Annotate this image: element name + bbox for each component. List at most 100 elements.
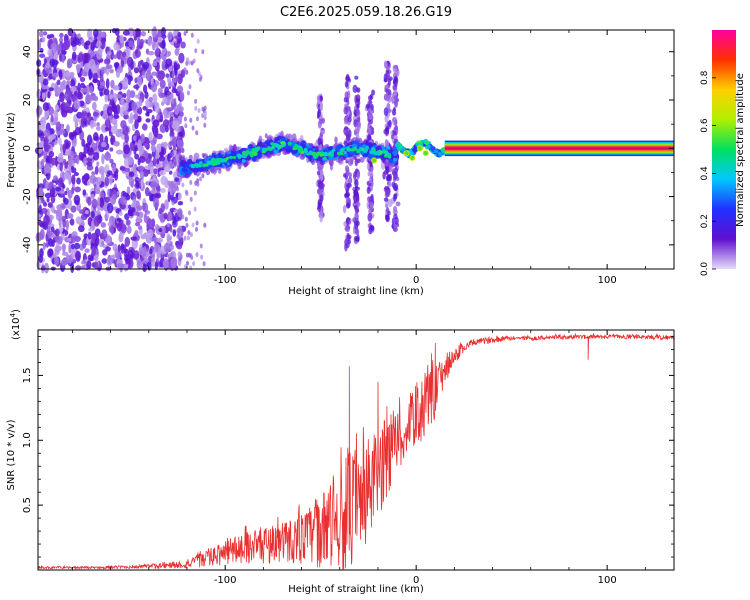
- spectrogram-cell: [179, 139, 183, 145]
- spectrogram-cell: [172, 145, 176, 151]
- spectrogram-cell: [170, 256, 178, 268]
- spectrogram-cell: [56, 204, 63, 211]
- spectrogram-cell: [319, 194, 324, 202]
- spectrogram-cell: [201, 49, 205, 55]
- y-tick-label: 0: [22, 145, 33, 151]
- spectrogram-cell: [134, 222, 141, 227]
- spectrogram-cell: [173, 161, 177, 167]
- spectrogram-cell: [173, 135, 177, 147]
- spectrogram-cell: [143, 202, 149, 213]
- spectrogram-cell: [125, 219, 131, 226]
- spectrogram-cell: [194, 105, 198, 111]
- spectrogram-cell: [355, 186, 360, 191]
- spectrogram-cell: [111, 117, 118, 125]
- spectrogram-cell: [160, 245, 165, 255]
- spectrogram-cell: [52, 37, 58, 44]
- spectrogram-cell: [43, 214, 51, 225]
- spectrogram-x-axis-label: Height of straight line (km): [288, 286, 424, 297]
- spectrogram-cell: [84, 210, 89, 215]
- spectrogram-frame: [37, 29, 675, 270]
- spectrogram-cell: [115, 149, 123, 155]
- spectrogram-cell: [388, 165, 393, 173]
- spectrogram-cell: [343, 221, 347, 227]
- spectrogram-cell: [343, 150, 347, 155]
- spectrogram-cell: [354, 178, 359, 188]
- spectrogram-cell: [181, 148, 185, 154]
- spectrogram-cell: [344, 242, 348, 252]
- spectrogram-cell: [140, 178, 144, 189]
- spectrogram-cell: [64, 89, 72, 101]
- spectrogram-cell: [190, 255, 194, 261]
- spectrogram-cell: [354, 212, 359, 218]
- spectrogram-cell: [152, 93, 158, 104]
- spectrogram-cell: [50, 226, 55, 233]
- spectrogram-cell: [306, 152, 311, 156]
- spectrogram-cell: [136, 205, 143, 211]
- colorbar-scale: [712, 30, 736, 269]
- spectrogram-cell: [252, 151, 258, 157]
- spectrogram-cell: [106, 202, 114, 214]
- spectrogram-cell: [218, 168, 222, 175]
- spectrogram-cell: [97, 197, 101, 207]
- spectrogram-cell: [134, 153, 140, 160]
- spectrogram-cell: [91, 245, 97, 257]
- spectrogram-cell: [339, 152, 344, 156]
- spectrogram-cell: [82, 52, 89, 63]
- spectrogram-cell: [177, 151, 181, 156]
- spectrogram-cell: [176, 234, 180, 240]
- spectrogram-cell: [36, 59, 42, 67]
- spectrogram-cell: [163, 212, 168, 220]
- spectrogram-cell: [100, 68, 105, 76]
- spectrogram-cell: [132, 135, 137, 142]
- spectrogram-cell: [154, 192, 162, 199]
- spectrogram-cell: [41, 36, 46, 43]
- spectrogram-cell: [151, 82, 158, 93]
- spectrogram-cell: [135, 180, 140, 188]
- spectrogram-cell: [51, 239, 55, 248]
- spectrogram-cell: [140, 31, 147, 37]
- spectrogram-cell: [53, 109, 59, 120]
- spectrogram-cell: [355, 220, 360, 226]
- spectrogram-cell: [393, 99, 399, 106]
- spectrogram-cell: [81, 174, 89, 185]
- spectrogram-cell: [186, 57, 189, 63]
- spectrogram-cell: [158, 227, 163, 233]
- spectrogram-cell: [50, 42, 58, 54]
- spectrogram-cell: [127, 156, 133, 166]
- spectrogram-cell: [125, 170, 129, 177]
- spectrogram-cell: [48, 151, 55, 158]
- spectrogram-cell: [346, 234, 352, 240]
- spectrogram-cell: [149, 248, 153, 255]
- spectrogram-cell: [167, 91, 171, 97]
- spectrogram-cell: [105, 246, 111, 252]
- spectrogram-cell: [86, 147, 94, 156]
- spectrogram-cell: [142, 61, 150, 70]
- spectrogram-cell: [158, 246, 162, 255]
- spectrogram-cell: [384, 127, 389, 132]
- spectrogram-cell: [157, 71, 163, 82]
- spectrogram-cell: [43, 150, 48, 160]
- spectrogram-cell: [90, 233, 97, 240]
- spectrogram-cell: [108, 174, 113, 186]
- snr-y-axis-label: SNR (10 * v/v): [6, 419, 17, 490]
- spectrogram-cell: [70, 150, 74, 160]
- spectrogram-cell: [151, 27, 158, 38]
- spectrogram-cell: [149, 166, 154, 177]
- spectrogram-cell: [347, 116, 352, 123]
- spectrogram-cell: [172, 70, 175, 76]
- spectrogram-cell: [154, 102, 160, 114]
- spectrogram-cell: [319, 210, 324, 220]
- spectrogram-cell: [346, 100, 350, 106]
- spectrogram-cell: [176, 242, 183, 250]
- spectrogram-cell: [58, 129, 66, 135]
- spectrogram-cell: [367, 95, 373, 101]
- spectrogram-cell: [112, 54, 118, 59]
- spectrogram-cell: [73, 90, 78, 96]
- spectrogram-cell: [151, 256, 156, 268]
- spectrogram-cell: [293, 145, 297, 150]
- spectrogram-cell: [359, 146, 363, 151]
- spectrogram-cell: [177, 200, 184, 206]
- spectrogram-cell: [104, 213, 108, 220]
- spectrogram-cell: [189, 232, 193, 238]
